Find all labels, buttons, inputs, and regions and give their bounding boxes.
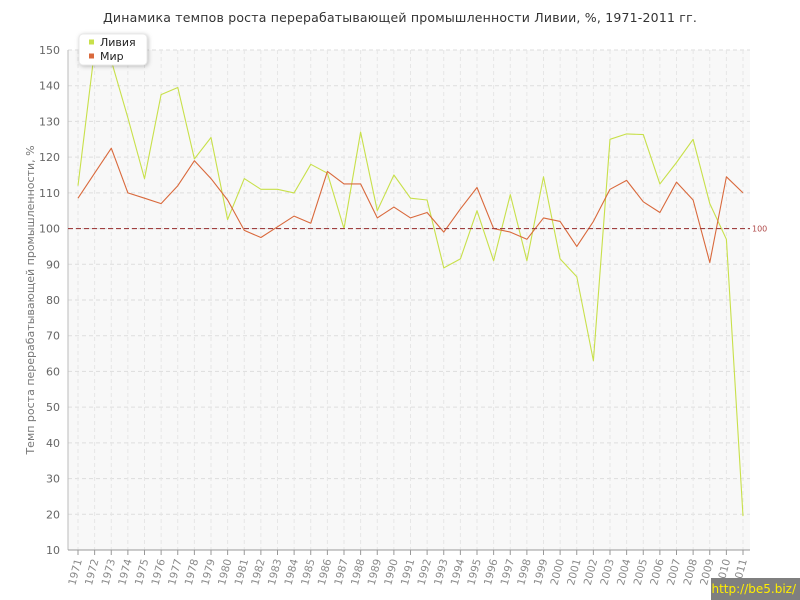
y-tick-label: 80 xyxy=(46,294,60,307)
x-tick-label: 1997 xyxy=(499,558,518,587)
y-axis-ticks: 10 20 30 40 50 60 70 80 90 100 110 120 130 140 150 xyxy=(39,44,60,557)
x-tick-label: 1976 xyxy=(150,557,169,586)
legend-marker-1 xyxy=(89,39,94,45)
x-tick-label: 2004 xyxy=(615,557,634,586)
x-tick-label: 1971 xyxy=(66,558,85,587)
x-tick-label: 1974 xyxy=(116,557,135,586)
plot-area xyxy=(68,50,750,550)
x-tick-label: 1983 xyxy=(266,558,285,587)
x-tick-label: 2002 xyxy=(582,558,601,587)
x-tick-label: 2007 xyxy=(665,558,684,587)
x-tick-label: 1980 xyxy=(216,558,235,587)
x-tick-label: 1996 xyxy=(482,557,501,586)
x-tick-label: 1990 xyxy=(382,558,401,587)
y-tick-label: 50 xyxy=(46,401,60,414)
axes xyxy=(67,50,750,551)
y-tick-label: 110 xyxy=(39,187,60,200)
series-line-1 xyxy=(77,49,744,517)
x-tick-label: 1991 xyxy=(399,558,418,587)
y-tick-label: 90 xyxy=(46,258,60,271)
x-tick-label: 1972 xyxy=(83,558,102,587)
x-tick-label: 2008 xyxy=(682,558,701,587)
watermark[interactable]: http://be5.biz/ xyxy=(711,578,800,600)
x-tick-label: 1987 xyxy=(332,558,351,587)
x-tick-label: 1977 xyxy=(166,558,185,587)
y-tick-label: 130 xyxy=(39,115,60,128)
chart-title: Динамика темпов роста перерабатывающей п… xyxy=(102,10,698,25)
x-tick-label: 2000 xyxy=(549,558,568,587)
y-tick-label: 30 xyxy=(46,473,60,486)
x-tick-label: 1985 xyxy=(299,558,318,587)
x-tick-label: 1998 xyxy=(515,558,534,587)
x-tick-label: 1978 xyxy=(183,558,202,587)
y-tick-label: 40 xyxy=(46,437,60,450)
x-tick-label: 1994 xyxy=(449,557,468,586)
y-tick-label: 20 xyxy=(46,508,60,521)
x-tick-label: 2003 xyxy=(598,558,617,587)
x-tick-label: 2005 xyxy=(632,558,651,587)
x-tick-label: 1999 xyxy=(532,558,551,587)
x-tick-label: 1989 xyxy=(366,558,385,587)
x-tick-label: 1984 xyxy=(283,557,302,586)
x-tick-label: 1981 xyxy=(233,558,252,587)
reference-line-label: 100 xyxy=(752,225,767,234)
y-tick-label: 100 xyxy=(39,223,60,236)
series-lines xyxy=(77,49,744,517)
legend-marker-2 xyxy=(89,53,94,59)
x-tick-label: 1992 xyxy=(416,558,435,587)
x-tick-label: 1988 xyxy=(349,558,368,587)
legend-box xyxy=(78,33,148,66)
x-tick-label: 2001 xyxy=(565,558,584,587)
x-axis-ticks: 1971197219731974197519761977197819791980… xyxy=(66,550,750,587)
y-axis-label: Темп роста перерабатывающей промышленнос… xyxy=(24,145,37,455)
y-tick-label: 60 xyxy=(46,365,60,378)
x-tick-label: 1995 xyxy=(465,558,484,587)
x-tick-label: 1993 xyxy=(432,558,451,587)
x-tick-label: 1975 xyxy=(133,558,152,587)
x-tick-label: 2006 xyxy=(648,557,667,586)
y-tick-label: 140 xyxy=(39,80,60,93)
x-tick-label: 1979 xyxy=(199,558,218,587)
x-tick-label: 1986 xyxy=(316,557,335,586)
x-tick-label: 1973 xyxy=(100,558,119,587)
grid xyxy=(68,49,750,551)
legend-label-1: Ливия xyxy=(100,36,136,49)
legend-label-2: Мир xyxy=(100,50,124,63)
y-tick-label: 10 xyxy=(46,544,60,557)
y-tick-label: 150 xyxy=(39,44,60,57)
y-tick-label: 70 xyxy=(46,330,60,343)
y-tick-label: 120 xyxy=(39,151,60,164)
series-line-2 xyxy=(77,147,744,264)
x-tick-label: 1982 xyxy=(249,558,268,587)
reference-line: 100 xyxy=(68,225,767,234)
